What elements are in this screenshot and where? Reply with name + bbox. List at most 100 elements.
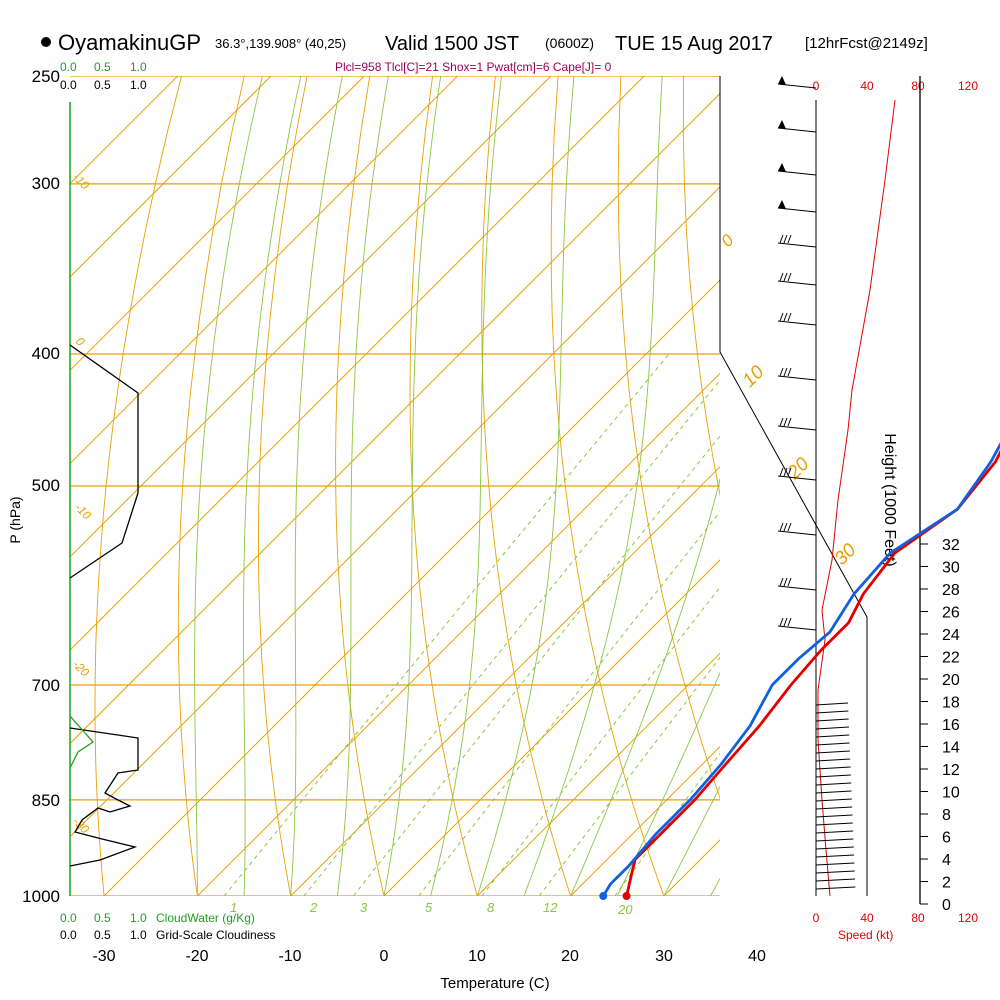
wind-barb	[777, 475, 817, 481]
moist-adiabat-line	[757, 76, 1000, 896]
cloudiness-scale-top-2: 1.0	[130, 78, 147, 92]
wind-barb-tick	[779, 312, 784, 322]
temperature-tick-label: -20	[185, 948, 208, 965]
temperature-tick-label: 10	[468, 948, 486, 965]
wind-barb-tick	[779, 272, 784, 282]
wind-barb	[777, 530, 817, 536]
wind-barb	[815, 846, 854, 850]
wind-barb-tick	[779, 522, 784, 532]
dry-adiabat-line	[550, 76, 665, 896]
moist-adiabat-line	[663, 785, 720, 896]
wind-barbs	[777, 76, 856, 890]
cloud-profile	[69, 344, 139, 867]
isotherm-line	[70, 76, 458, 465]
height-tick-label: 30	[942, 560, 960, 577]
mixing-ratio-label: 12	[543, 900, 558, 915]
isotherm-line	[476, 652, 720, 896]
speed-profile-line	[817, 99, 896, 897]
valid-utc: (0600Z)	[545, 35, 594, 51]
left-isotherm-label: -20	[70, 657, 92, 679]
wind-barb-tick	[783, 577, 788, 587]
wind-barb-tick	[779, 234, 784, 244]
station-dot-icon	[41, 37, 51, 47]
mixing-ratio-label: 1	[230, 900, 237, 915]
height-tick-label: 10	[942, 785, 960, 802]
plot-right-outline	[719, 76, 868, 896]
wind-barb	[815, 734, 850, 738]
height-tick-label: 20	[942, 672, 960, 689]
wind-barb	[777, 280, 817, 286]
mixing-ratio-label: 8	[487, 900, 495, 915]
wind-barb-tick	[779, 577, 784, 587]
wind-barb-tick	[783, 522, 788, 532]
height-axis-label: Height (1000 Feet)	[881, 433, 898, 566]
wind-barb-tick	[787, 312, 792, 322]
mixing-ratio-label: 3	[360, 900, 368, 915]
wind-barb	[777, 585, 817, 591]
isotherm-line	[70, 76, 645, 651]
temperature-tick-label: 0	[380, 948, 389, 965]
height-tick-label: 26	[942, 605, 960, 622]
isotherm-line	[70, 76, 365, 372]
mixing-ratio-line	[353, 435, 720, 896]
wind-barb-tick	[779, 367, 784, 377]
moist-adiabat-line	[336, 76, 389, 896]
wind-barb	[777, 242, 817, 248]
isotherm-line	[70, 92, 720, 745]
wind-barb	[815, 710, 849, 714]
wind-barb-tick	[779, 467, 784, 477]
dry-adiabat-line	[258, 76, 308, 896]
isotherm-line	[757, 76, 1000, 896]
pressure-tick-label: 850	[32, 791, 60, 810]
pressure-tick-label: 250	[32, 67, 60, 86]
cloudwater-label: CloudWater (g/Kg)	[156, 911, 255, 925]
wind-barb	[815, 782, 852, 786]
pressure-tick-label: 500	[32, 476, 60, 495]
cloudwater-scale-top-1: 0.5	[94, 60, 111, 74]
wind-barb-tick	[783, 312, 788, 322]
wind-barb-tick	[783, 417, 788, 427]
dry-adiabat-line	[809, 76, 1000, 896]
wind-barb	[815, 838, 854, 842]
wind-barb-tick	[783, 272, 788, 282]
wind-barb	[815, 822, 853, 826]
wind-barb-flag	[778, 163, 786, 172]
station-coords: 36.3°,139.908° (40,25)	[215, 36, 346, 51]
wind-barb-tick	[779, 617, 784, 627]
moist-adiabat-line	[290, 76, 343, 896]
isotherm-line	[70, 186, 720, 838]
wind-barb	[815, 830, 854, 834]
wind-barb	[815, 806, 853, 810]
cloudiness-scale-top-0: 0.0	[60, 78, 77, 92]
wind-barb-tick	[779, 417, 784, 427]
wind-barb	[815, 726, 849, 730]
sounding-series	[599, 442, 1000, 900]
cloudiness-scale-bottom-0: 0.0	[60, 928, 77, 942]
dry-adiabat-line	[682, 76, 720, 497]
wind-barb	[777, 625, 817, 631]
left-isotherm-label: 0	[73, 334, 88, 349]
wind-barb	[815, 798, 852, 802]
wind-barb	[815, 774, 851, 778]
left-isotherm-label: -10	[70, 170, 92, 192]
wind-barb	[815, 766, 851, 770]
speed-tick-bottom: 80	[911, 911, 925, 925]
wind-barb	[815, 790, 852, 794]
height-tick-label: 28	[942, 582, 960, 599]
dry-adiabat-line	[177, 76, 245, 896]
temperature-tick-label: 20	[561, 948, 579, 965]
isotherm-line	[383, 559, 720, 896]
moist-adiabat-line	[570, 477, 720, 896]
pressure-tick-label: 700	[32, 676, 60, 695]
wind-barb-flag	[778, 120, 786, 129]
wind-barb	[815, 886, 856, 890]
dry-adiabat-line	[481, 76, 572, 896]
cloudwater-scale-top-0: 0.0	[60, 60, 77, 74]
mixing-ratio-label: 5	[425, 900, 433, 915]
height-tick-label: 12	[942, 762, 960, 779]
pressure-tick-label: 300	[32, 174, 60, 193]
wind-barb-tick	[787, 367, 792, 377]
height-tick-label: 22	[942, 650, 960, 667]
temperature-surface-point	[622, 892, 631, 900]
dry-adiabat-line	[94, 76, 183, 896]
